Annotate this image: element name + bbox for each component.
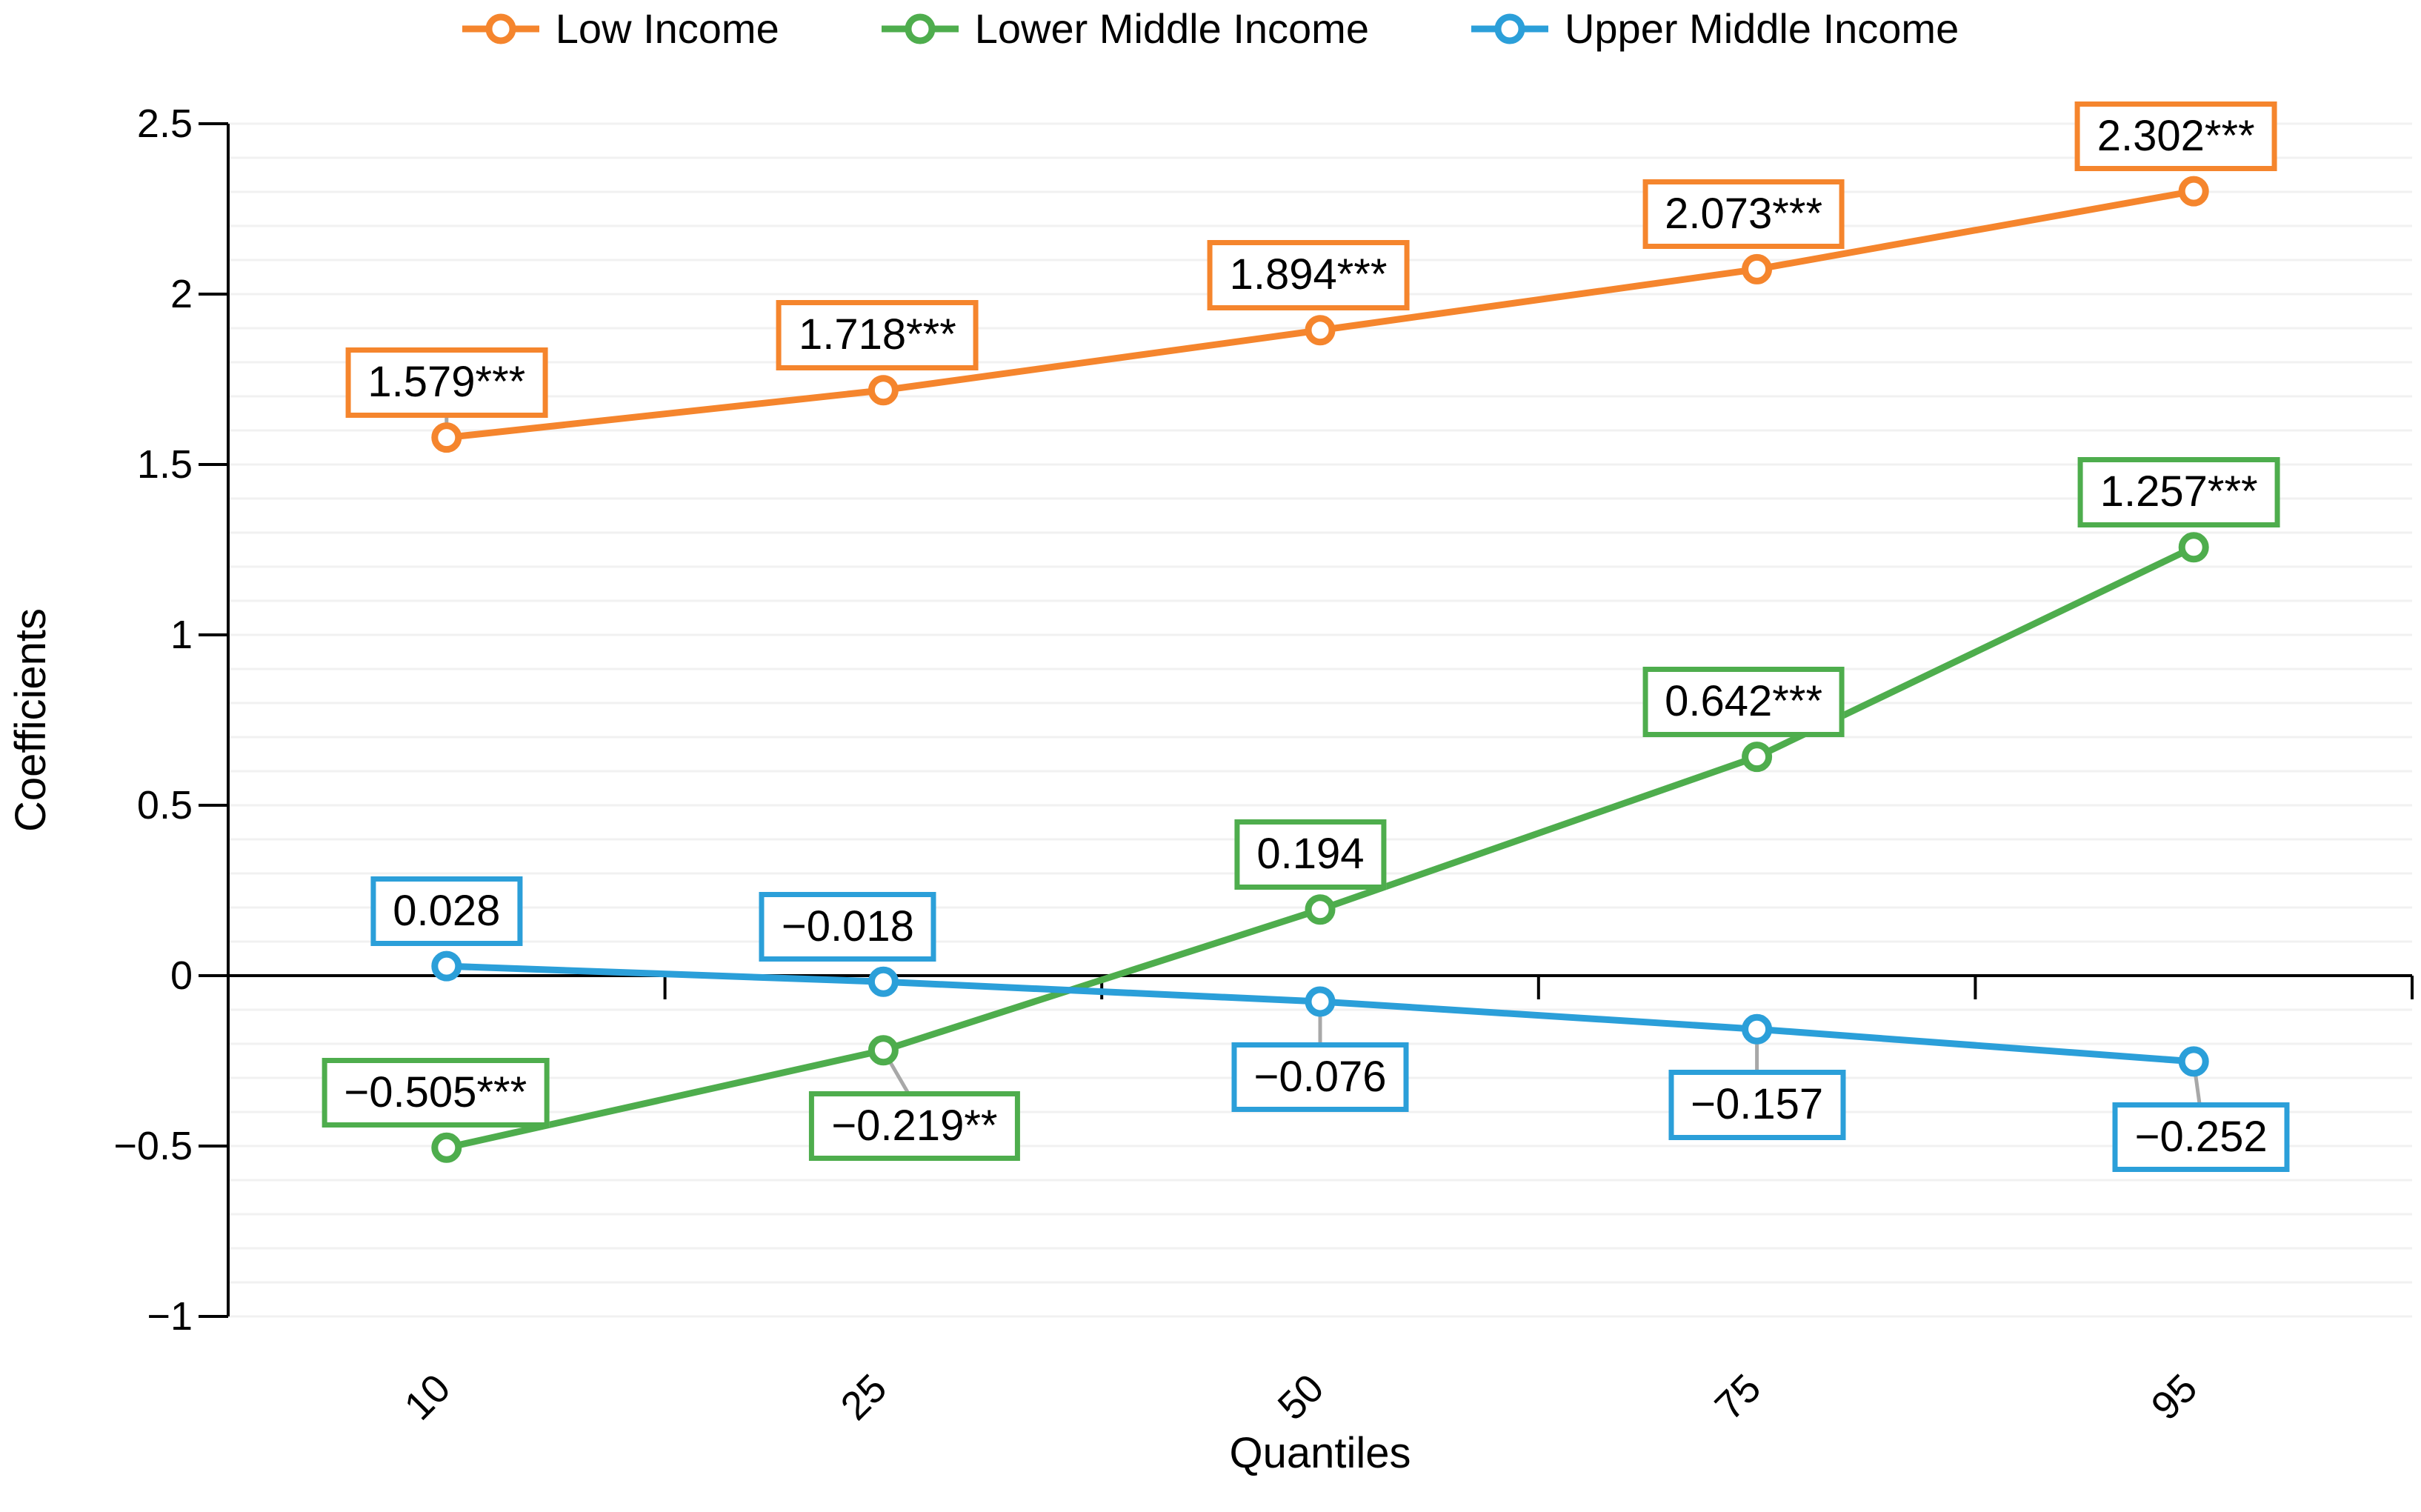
data-point-marker [868,375,899,406]
x-axis-title: Quantiles [1229,1429,1411,1477]
y-tick-label: 2 [170,272,193,316]
y-tick-label: 1.5 [136,442,193,487]
data-point-marker [868,966,899,997]
y-tick-label: −0.5 [113,1124,193,1168]
data-point-marker [431,950,462,982]
data-label: 2.302*** [2074,101,2277,172]
data-label: 2.073*** [1642,179,1845,250]
data-label: −0.252 [2112,1102,2290,1173]
y-tick-label: −1 [147,1294,193,1339]
data-label: 1.579*** [345,347,548,418]
data-label: −0.018 [759,891,936,962]
y-tick-label: 0 [170,953,193,998]
data-label: 0.194 [1234,819,1387,890]
data-label: 0.642*** [1642,667,1845,737]
legend-line-marker-icon [1471,13,1548,44]
legend-item-upper-middle-income: Upper Middle Income [1471,6,1959,52]
data-label: −0.076 [1231,1042,1409,1113]
data-point-marker [1742,253,1773,284]
data-point-marker [2178,176,2209,207]
data-point-marker [1742,742,1773,773]
legend-label: Lower Middle Income [974,5,1369,52]
data-point-marker [431,422,462,453]
legend: Low Income Lower Middle Income Upper Middl… [0,6,2421,52]
data-point-marker [1742,1013,1773,1045]
data-point-marker [431,1132,462,1163]
legend-line-marker-icon [462,13,539,44]
legend-item-lower-middle-income: Lower Middle Income [881,5,1369,52]
data-label: −0.505*** [322,1057,550,1128]
data-point-marker [1305,986,1336,1017]
legend-label: Low Income [555,5,779,52]
legend-line-marker-icon [881,13,959,44]
data-label: 1.718*** [776,300,979,370]
y-tick-label: 1 [170,613,193,657]
legend-label: Upper Middle Income [1564,5,1959,52]
data-label: −0.219** [809,1090,1020,1162]
data-label: 0.028 [370,876,523,947]
data-point-marker [2178,1046,2209,1077]
data-label: −0.157 [1668,1070,1846,1140]
data-label: 1.894*** [1207,240,1410,310]
y-axis-title: Coefficients [7,608,55,832]
data-point-marker [2178,532,2209,563]
y-tick-label: 0.5 [136,783,193,827]
data-point-marker [1305,315,1336,346]
data-point-marker [1305,894,1336,925]
series-line [446,187,2194,442]
data-label: 1.257*** [2077,457,2280,527]
data-point-marker [868,1035,899,1066]
y-tick-label: 2.5 [136,101,193,146]
legend-item-low-income: Low Income [462,6,779,52]
